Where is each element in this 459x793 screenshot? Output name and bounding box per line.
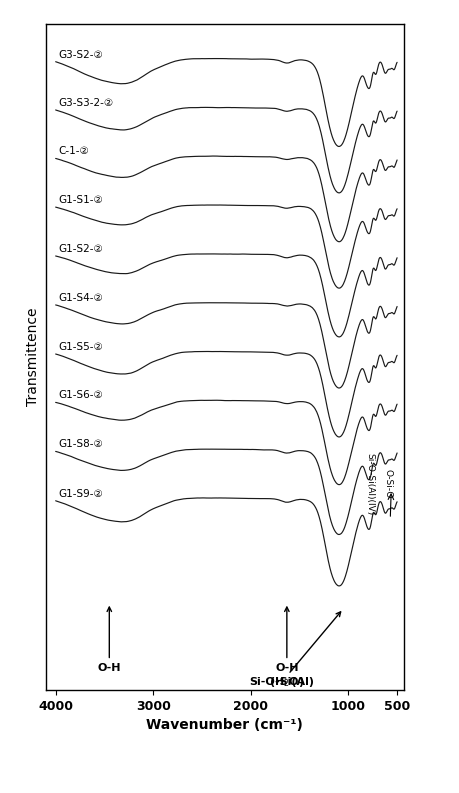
Text: G3-S3-2-②: G3-S3-2-② — [59, 98, 114, 108]
Text: Si-O-Si(Al): Si-O-Si(Al) — [249, 612, 341, 687]
Text: G1-S9-②: G1-S9-② — [59, 488, 103, 499]
Text: G1-S5-②: G1-S5-② — [59, 342, 103, 352]
Text: O-H
(H$_2$O): O-H (H$_2$O) — [269, 607, 304, 689]
Text: G1-S8-②: G1-S8-② — [59, 439, 103, 450]
Text: G1-S1-②: G1-S1-② — [59, 195, 103, 205]
Text: C-1-②: C-1-② — [59, 147, 90, 156]
Text: O-H: O-H — [98, 607, 121, 673]
Text: O-Si-O: O-Si-O — [383, 469, 392, 499]
Text: G1-S4-②: G1-S4-② — [59, 293, 103, 303]
Text: Si-O-Si(Al)(IV): Si-O-Si(Al)(IV) — [365, 453, 374, 515]
Text: G1-S2-②: G1-S2-② — [59, 243, 103, 254]
Text: G3-S2-②: G3-S2-② — [59, 50, 103, 60]
Y-axis label: Transmittence: Transmittence — [26, 308, 40, 406]
Text: G1-S6-②: G1-S6-② — [59, 390, 103, 400]
X-axis label: Wavenumber (cm⁻¹): Wavenumber (cm⁻¹) — [146, 718, 303, 732]
